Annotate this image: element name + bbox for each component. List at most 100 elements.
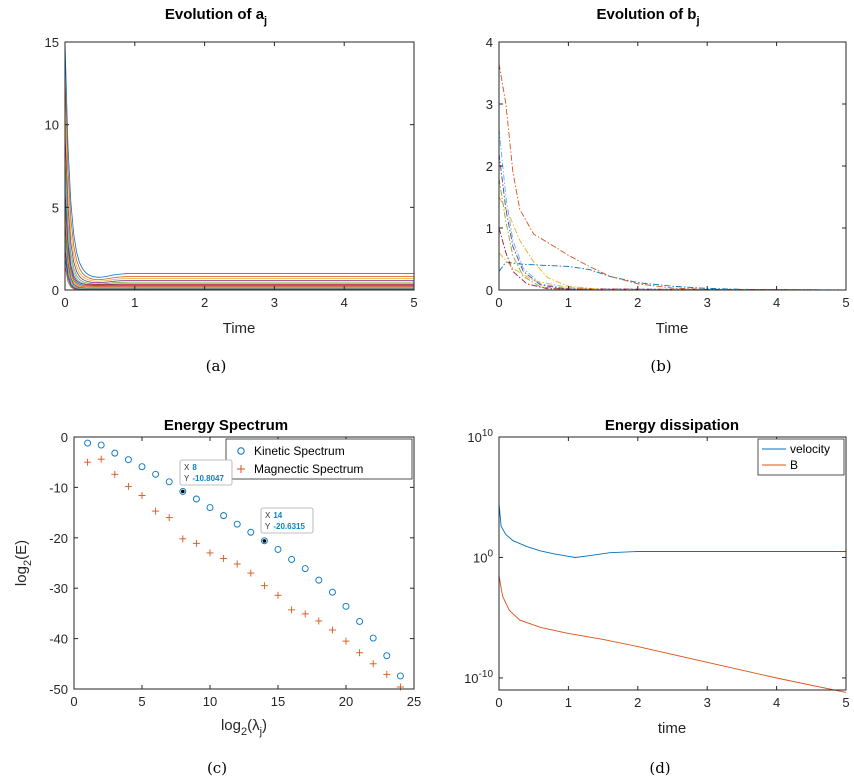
datatip-2[interactable]: X 14 Y -20.6315	[260, 507, 314, 534]
datatip-marker-2	[262, 539, 267, 543]
legend-magnetic-marker	[237, 465, 245, 473]
panel-a-axes-box	[64, 41, 415, 291]
magnetic-point	[111, 470, 119, 478]
panel-b: Evolution of bj 0 1 2 3 4 5 0 1 2 3 4 Time (b)	[486, 6, 850, 375]
kinetic-point	[233, 520, 241, 528]
panel-a: Evolution of aj 0 1 2 3 4 5 0 5 10 15 Time (a)	[45, 6, 418, 375]
series-a-12	[64, 232, 414, 290]
x-tick-label: 1	[565, 295, 572, 310]
magnetic-point	[138, 491, 146, 499]
panel-d-x-ticks: 0 1 2 3 4 5	[495, 437, 850, 710]
legend-kinetic-label: Kinetic Spectrum	[254, 444, 345, 458]
x-tick-label: 0	[61, 295, 68, 310]
panel-a-x-ticks: 0 1 2 3 4 5	[61, 42, 418, 310]
magnetic-point	[84, 458, 92, 466]
kinetic-point	[383, 652, 391, 660]
x-tick-label: 4	[341, 295, 348, 310]
kinetic-point	[220, 512, 228, 520]
series-a-5	[64, 157, 414, 285]
x-tick-label: 10	[203, 694, 217, 709]
series-a-2	[64, 75, 414, 281]
x-tick-label: 5	[138, 694, 145, 709]
panel-c-ylabel: log2(E)	[13, 540, 34, 586]
panel-d-caption: (d)	[649, 759, 670, 777]
panel-d-y-ticks: 1010 100 10-10	[464, 428, 846, 686]
kinetic-point	[138, 463, 146, 471]
panel-d-legend: velocity B	[757, 438, 845, 476]
svg-text:Y-20.6315: Y -20.6315	[265, 522, 305, 531]
datatip-marker-1	[181, 489, 185, 494]
x-tick-label: 2	[634, 295, 641, 310]
x-tick-label: 15	[271, 694, 285, 709]
x-tick-label: 4	[773, 695, 780, 710]
panel-c-series	[84, 439, 404, 691]
x-tick-label: 0	[495, 695, 502, 710]
magnetic-point	[369, 660, 377, 668]
legend-kinetic-marker	[237, 447, 245, 455]
panel-a-series	[64, 42, 414, 291]
x-tick-label: 1	[131, 295, 138, 310]
legend-b-label: B	[790, 458, 798, 472]
x-tick-label: 0	[495, 295, 502, 310]
series-b-2	[498, 63, 847, 291]
y-tick-label: 4	[486, 35, 493, 50]
series-d-B	[498, 575, 847, 693]
panel-c-y-ticks: 0 -10 -20 -30 -40 -50	[49, 430, 414, 697]
series-a-3	[64, 108, 414, 282]
magnetic-point	[288, 606, 296, 614]
y-tick-label: 0	[61, 430, 68, 445]
x-tick-label: 5	[410, 295, 417, 310]
kinetic-point	[356, 618, 364, 625]
panel-b-x-ticks: 0 1 2 3 4 5	[495, 42, 850, 310]
kinetic-point	[192, 495, 200, 503]
x-tick-label: 20	[339, 694, 353, 709]
y-tick-label: -10	[49, 480, 68, 495]
panel-c-xlabel: log2(λj)	[221, 717, 267, 738]
kinetic-point	[328, 588, 336, 596]
magnetic-point	[179, 535, 187, 543]
series-a-10	[64, 215, 414, 288]
y-tick-label: 10-10	[464, 669, 493, 686]
y-tick-label: 1010	[467, 428, 493, 445]
kinetic-point	[274, 545, 282, 553]
magnetic-point	[247, 569, 255, 577]
magnetic-point	[97, 455, 105, 463]
magnetic-point	[328, 626, 336, 634]
magnetic-point	[152, 507, 160, 515]
kinetic-point	[111, 449, 119, 457]
kinetic-point	[179, 487, 187, 495]
panel-b-title: Evolution of bj	[596, 6, 699, 27]
y-tick-label: 0	[52, 283, 59, 298]
magnetic-point	[260, 582, 268, 590]
kinetic-point	[97, 441, 105, 449]
magnetic-point	[192, 539, 200, 547]
kinetic-point	[84, 439, 92, 447]
svg-text:X14: X 14	[265, 511, 283, 520]
kinetic-point	[206, 504, 214, 512]
panel-a-y-ticks: 0 5 10 15	[45, 35, 414, 298]
svg-text:Y-10.8047: Y -10.8047	[184, 474, 224, 483]
magnetic-point	[274, 591, 282, 599]
panel-b-caption: (b)	[650, 357, 671, 375]
magnetic-point	[315, 617, 323, 625]
y-tick-label: 2	[486, 159, 493, 174]
y-tick-label: 5	[52, 200, 59, 215]
panel-d: Energy dissipation 0 1 2 3 4 5 1010 100 10-10 v…	[464, 417, 850, 777]
series-b-6	[498, 128, 847, 291]
y-tick-label: -20	[49, 531, 68, 546]
panel-a-title: Evolution of aj	[165, 6, 267, 27]
magnetic-point	[383, 670, 391, 678]
x-tick-label: 5	[842, 695, 849, 710]
kinetic-point	[152, 470, 160, 478]
y-tick-label: -50	[49, 682, 68, 697]
x-tick-label: 1	[565, 695, 572, 710]
magnetic-point	[165, 514, 173, 522]
x-tick-label: 3	[704, 695, 711, 710]
y-tick-label: 100	[473, 548, 493, 565]
series-a-1	[64, 42, 414, 278]
panel-b-series	[498, 63, 847, 291]
kinetic-point	[369, 634, 377, 642]
y-tick-label: -30	[49, 581, 68, 596]
